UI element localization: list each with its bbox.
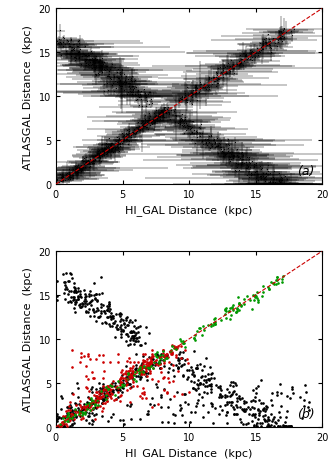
Text: (a): (a) xyxy=(297,165,315,178)
X-axis label: HI_GAL Distance  (kpc): HI_GAL Distance (kpc) xyxy=(125,447,253,458)
Text: (b): (b) xyxy=(297,407,315,420)
X-axis label: HI_GAL Distance  (kpc): HI_GAL Distance (kpc) xyxy=(125,205,253,216)
Y-axis label: ATLASGAL Distance  (kpc): ATLASGAL Distance (kpc) xyxy=(23,267,33,411)
Y-axis label: ATLASGAL Distance  (kpc): ATLASGAL Distance (kpc) xyxy=(23,25,33,169)
